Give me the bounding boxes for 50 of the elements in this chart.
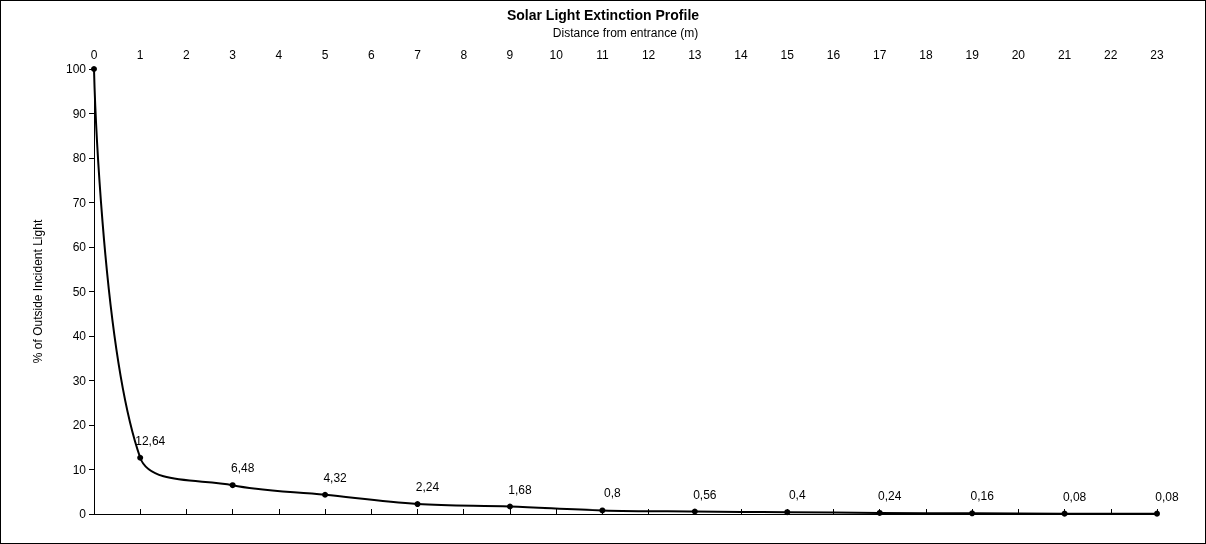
data-label: 2,24 (415, 480, 440, 495)
x-tick-label: 9 (506, 48, 514, 62)
x-tick-label: 0 (90, 48, 98, 62)
x-tick-label: 10 (549, 48, 564, 62)
x-tick-label: 11 (596, 48, 609, 62)
x-tick-label: 23 (1150, 48, 1164, 62)
y-tick-label: 20 (72, 418, 87, 432)
x-tick-label: 1 (136, 48, 144, 62)
data-label: 4,32 (323, 470, 348, 485)
y-tick-label: 30 (72, 373, 87, 388)
data-label: 0,4 (788, 488, 806, 503)
y-tick-label: 100 (65, 62, 87, 76)
x-tick-label: 5 (321, 48, 329, 62)
data-label: 1,68 (508, 482, 532, 497)
x-tick-label: 2 (183, 48, 191, 62)
y-tick-label: 90 (72, 106, 87, 121)
x-axis-title: Distance from entrance (m) (552, 26, 699, 40)
data-label: 0,56 (693, 487, 717, 502)
y-tick-label: 80 (72, 151, 87, 165)
y-tick-label: 10 (72, 462, 87, 477)
data-label: 0,08 (1062, 489, 1087, 504)
data-label: 0,16 (970, 489, 995, 504)
x-tick-label: 8 (460, 48, 468, 62)
x-tick-label: 16 (826, 48, 841, 62)
x-tick-label: 21 (1057, 48, 1072, 62)
chart-title: Solar Light Extinction Profile (506, 7, 700, 23)
y-tick-label: 70 (72, 195, 87, 210)
data-label: 0,08 (1155, 489, 1179, 504)
x-tick-label: 4 (275, 48, 283, 62)
data-label: 0,8 (604, 486, 622, 501)
data-label: 6,48 (230, 461, 255, 476)
y-tick-label: 50 (72, 284, 87, 299)
x-tick-label: 7 (414, 48, 422, 62)
x-tick-label: 3 (229, 48, 237, 62)
x-tick-label: 19 (965, 48, 980, 62)
y-tick-label: 60 (72, 240, 87, 254)
x-tick-label: 22 (1104, 48, 1118, 62)
x-tick-label: 20 (1011, 48, 1026, 62)
x-tick-label: 15 (780, 48, 795, 62)
y-tick-label: 0 (79, 507, 87, 521)
data-label: 12,64 (135, 433, 166, 448)
x-tick-label: 6 (367, 48, 375, 62)
x-tick-label: 12 (641, 48, 656, 62)
data-label: 0,24 (878, 488, 902, 503)
x-tick-label: 14 (734, 48, 749, 62)
x-tick-label: 18 (919, 48, 933, 62)
y-axis-title: % of Outside Incident Light (31, 219, 45, 364)
x-tick-label: 17 (873, 48, 887, 62)
y-tick-label: 40 (72, 329, 87, 343)
x-tick-label: 13 (688, 48, 702, 62)
